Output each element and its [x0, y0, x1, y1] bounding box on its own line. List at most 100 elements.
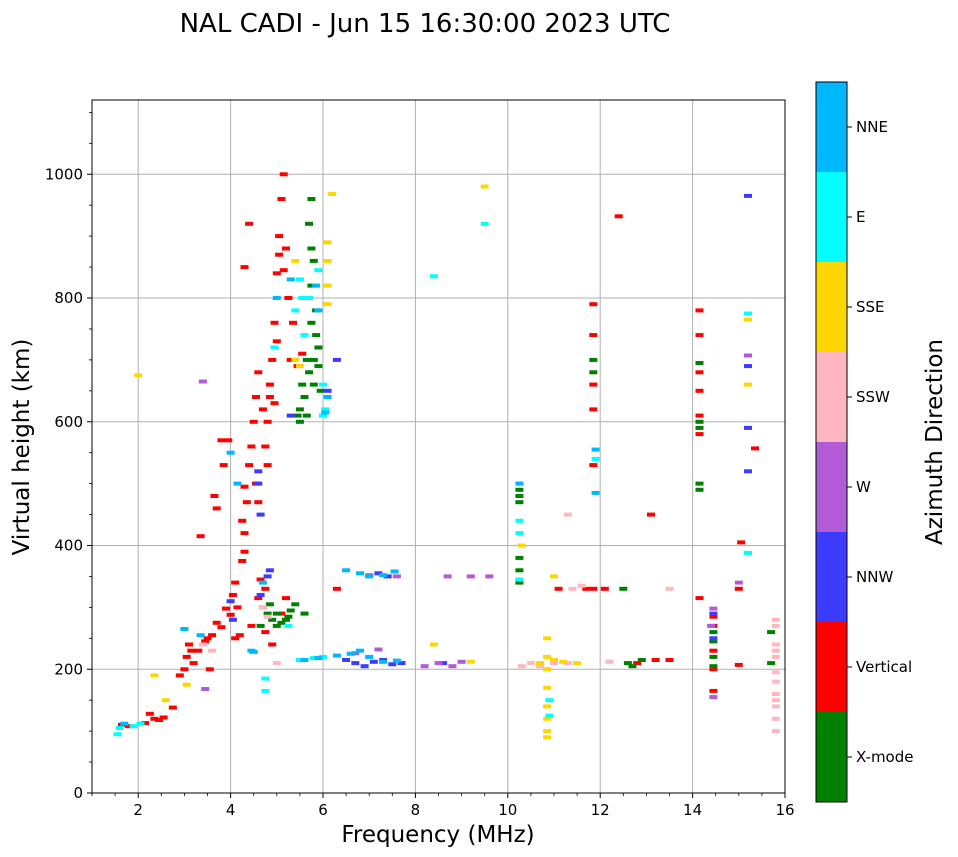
echo-point-vertical — [263, 463, 272, 468]
echo-point-ssw — [208, 648, 217, 653]
x-axis-ticks: 2 4 6 8 10 12 14 16 — [91, 793, 795, 819]
echo-point-x-mode — [709, 630, 718, 635]
echo-point-vertical — [238, 518, 247, 523]
echo-point-vertical — [695, 308, 704, 313]
echo-point-vertical — [233, 605, 242, 610]
echo-point-x-mode — [305, 370, 314, 375]
echo-point-e — [744, 311, 752, 316]
echo-point-e — [261, 676, 270, 681]
echo-point-vertical — [261, 630, 270, 635]
echo-point-nne — [332, 653, 341, 658]
echo-point-vertical — [252, 395, 260, 399]
echo-point-vertical — [279, 268, 288, 273]
echo-point-vertical — [298, 351, 307, 356]
echo-point-x-mode — [589, 357, 598, 362]
echo-point-vertical — [647, 512, 655, 517]
colorbar-category-label: Vertical — [856, 658, 912, 676]
echo-point-nne — [120, 721, 129, 726]
echo-point-vertical — [286, 357, 295, 362]
echo-point-vertical — [159, 715, 168, 720]
echo-point-vertical — [270, 320, 279, 325]
echo-point-ssw — [272, 661, 281, 666]
echo-point-vertical — [589, 586, 598, 591]
colorbar-category-label: NNW — [856, 568, 893, 586]
echo-point-nne — [515, 481, 524, 486]
echo-point-vertical — [695, 388, 704, 393]
echo-point-x-mode — [695, 481, 704, 486]
echo-point-x-mode — [256, 623, 265, 628]
echo-point-x-mode — [695, 425, 704, 430]
echo-point-e — [300, 333, 309, 338]
echo-point-sse — [550, 658, 558, 662]
echo-point-nne — [314, 656, 323, 661]
echo-point-nnw — [744, 425, 752, 430]
echo-point-ssw — [526, 661, 535, 666]
echo-point-vertical — [279, 172, 288, 177]
echo-point-nnw — [709, 611, 718, 616]
echo-point-vertical — [185, 642, 193, 647]
echo-point-nne — [272, 296, 281, 300]
echo-point-x-mode — [623, 661, 632, 666]
x-axis-label: Frequency (MHz) — [341, 822, 534, 848]
echo-point-ssw — [771, 716, 780, 721]
echo-point-vertical — [270, 401, 279, 406]
echo-point-vertical — [751, 446, 759, 451]
echo-point-nnw — [744, 193, 752, 198]
echo-point-vertical — [254, 596, 263, 601]
echo-point-nne — [226, 450, 235, 455]
echo-point-vertical — [614, 214, 623, 219]
y-tick-label: 400 — [54, 537, 83, 555]
echo-point-nnw — [388, 662, 397, 667]
echo-point-sse — [291, 357, 300, 362]
echo-point-sse — [517, 543, 526, 548]
echo-point-w — [448, 664, 457, 669]
echo-point-nnw — [254, 481, 263, 486]
echo-point-ssw — [771, 679, 780, 684]
echo-point-x-mode — [589, 370, 598, 375]
chart-title: NAL CADI - Jun 15 16:30:00 2023 UTC — [180, 9, 671, 39]
echo-point-x-mode — [515, 487, 524, 492]
echo-point-w — [457, 659, 466, 664]
echo-point-ssw — [771, 670, 780, 675]
echo-point-vertical — [189, 661, 198, 666]
echo-point-sse — [543, 636, 552, 641]
echo-point-nnw — [256, 593, 265, 597]
echo-point-x-mode — [272, 611, 281, 616]
echo-point-vertical — [150, 716, 159, 721]
echo-point-ssw — [771, 729, 780, 734]
echo-point-x-mode — [628, 664, 637, 669]
echo-point-vertical — [228, 593, 237, 597]
echo-point-vertical — [203, 636, 212, 641]
echo-point-vertical — [180, 667, 189, 672]
colorbar-swatch — [816, 82, 847, 172]
colorbar-label: Azimuth Direction — [922, 339, 948, 545]
echo-point-x-mode — [515, 580, 524, 585]
x-tick-label: 14 — [683, 801, 702, 819]
echo-point-nnw — [265, 568, 274, 573]
echo-point-nne — [591, 490, 600, 495]
echo-point-vertical — [208, 633, 217, 638]
echo-point-nnw — [351, 661, 360, 666]
echo-point-ssw — [568, 586, 577, 591]
echo-point-x-mode — [277, 620, 286, 625]
echo-point-vertical — [268, 642, 277, 647]
echo-point-x-mode — [709, 654, 718, 659]
grid-lines — [92, 100, 786, 794]
echo-point-vertical — [633, 661, 642, 666]
echo-point-vertical — [275, 252, 284, 257]
echo-point-nne — [342, 568, 351, 573]
echo-point-vertical — [284, 296, 293, 300]
echo-point-vertical — [277, 611, 286, 616]
echo-point-vertical — [582, 586, 591, 591]
echo-point-x-mode — [515, 494, 524, 498]
echo-point-vertical — [238, 559, 247, 563]
echo-point-vertical — [289, 320, 297, 325]
echo-point-vertical — [182, 654, 191, 659]
echo-point-vertical — [261, 586, 270, 591]
echo-point-vertical — [695, 333, 704, 338]
echo-point-w — [709, 606, 718, 611]
echo-point-e — [515, 577, 524, 582]
echo-point-w — [198, 379, 207, 384]
echo-point-nne — [356, 648, 364, 653]
